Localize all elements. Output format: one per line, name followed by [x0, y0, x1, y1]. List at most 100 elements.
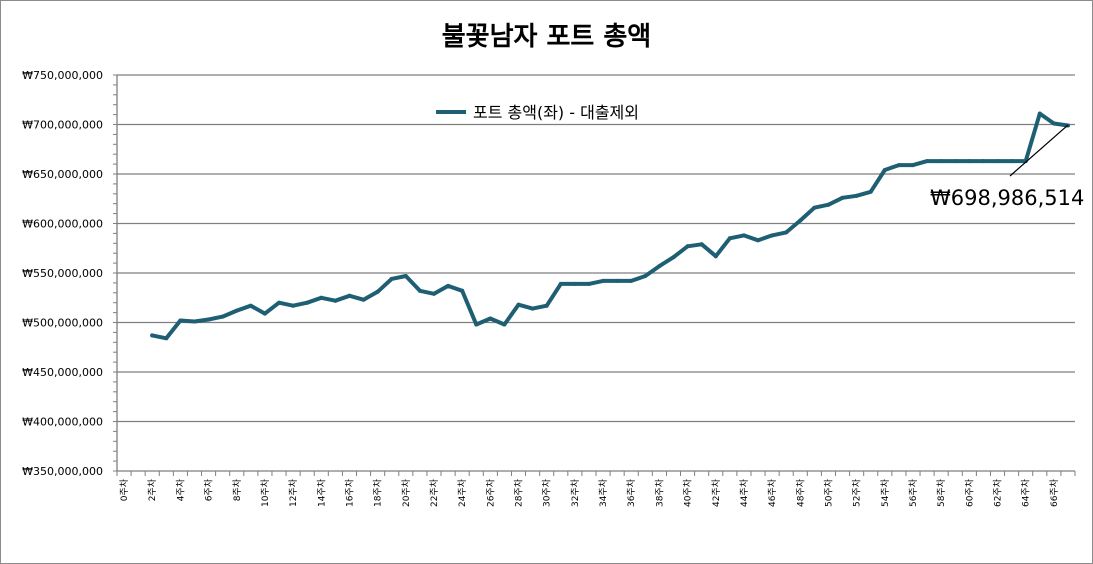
y-tick-label: ₩550,000,000: [22, 267, 103, 280]
series-line: [150, 111, 1070, 341]
data-point: [192, 319, 197, 324]
data-point: [530, 306, 535, 311]
x-tick-label: 4주차: [174, 478, 186, 501]
x-tick-label: 16주차: [343, 478, 355, 507]
x-tick-label: 52주차: [851, 478, 863, 507]
data-point: [417, 288, 422, 293]
data-point: [657, 264, 662, 269]
data-point: [1037, 111, 1042, 116]
data-point: [432, 291, 436, 296]
data-point: [164, 336, 169, 341]
data-point: [882, 168, 887, 172]
data-point: [544, 303, 549, 308]
x-tick-label: 6주차: [203, 478, 215, 501]
data-point: [248, 303, 253, 308]
data-point: [375, 289, 380, 294]
x-tick-label: 24주차: [456, 478, 468, 507]
data-point: [474, 322, 479, 327]
data-point: [685, 244, 690, 249]
data-point: [262, 311, 267, 316]
data-point: [488, 316, 493, 321]
x-tick-label: 0주차: [118, 478, 130, 501]
x-tick-label: 42주차: [710, 478, 722, 507]
data-point: [854, 193, 859, 198]
data-point: [868, 189, 873, 194]
x-axis-tick-labels: 0주차 2주차 4주차 6주차 8주차 10주차 12주차 14주차 16주차 18주차 20주차 2…: [118, 478, 1060, 507]
x-tick-label: 50주차: [822, 478, 834, 507]
x-tick-label: 38주차: [653, 478, 665, 507]
data-point: [446, 283, 451, 288]
data-point: [150, 333, 155, 338]
data-point: [953, 159, 958, 164]
y-tick-label: ₩700,000,000: [22, 119, 103, 132]
data-point: [460, 288, 465, 293]
series-layer: [150, 111, 1070, 341]
data-point: [558, 281, 563, 286]
data-point: [305, 300, 310, 305]
x-tick-label: 62주차: [992, 478, 1004, 507]
x-tick-label: 10주차: [259, 478, 271, 507]
x-tick-label: 36주차: [625, 478, 637, 507]
data-point: [756, 238, 760, 243]
data-point: [699, 242, 704, 247]
x-tick-label: 60주차: [963, 478, 975, 507]
x-tick-label: 26주차: [484, 478, 496, 507]
data-point: [615, 278, 620, 283]
x-tick-label: 20주차: [400, 478, 412, 507]
data-point: [1051, 121, 1056, 126]
data-point: [981, 159, 986, 164]
data-point: [784, 230, 789, 235]
x-tick-label: 58주차: [935, 478, 947, 507]
x-tick-label: 54주차: [879, 478, 891, 507]
callout-value: ₩698,986,514: [930, 186, 1084, 210]
x-tick-label: 34주차: [597, 478, 609, 507]
data-point: [516, 302, 521, 307]
x-tick-label: 2주차: [146, 478, 158, 501]
data-point: [361, 297, 366, 302]
x-tick-label: 44주차: [738, 478, 750, 507]
data-point: [389, 276, 394, 281]
data-point: [572, 281, 577, 286]
x-tick-label: 22주차: [428, 478, 440, 507]
data-point: [939, 159, 944, 164]
data-point: [206, 317, 211, 322]
callout-leader-line: [1009, 124, 1069, 177]
data-point: [629, 278, 634, 283]
x-tick-label: 14주차: [315, 478, 327, 507]
data-point: [995, 159, 1000, 164]
y-tick-label: ₩650,000,000: [22, 168, 103, 181]
x-tick-label: 32주차: [569, 478, 581, 507]
data-point: [798, 218, 803, 223]
data-point: [741, 233, 746, 238]
legend: 포트 총액(좌) - 대출제외: [436, 103, 639, 122]
data-point: [347, 293, 352, 298]
last-value-callout: ₩698,986,514: [930, 124, 1084, 210]
y-axis-tick-labels: ₩350,000,000 ₩400,000,000 ₩450,000,000 ₩500…: [22, 69, 103, 478]
data-point: [1009, 159, 1014, 164]
x-tick-label: 12주차: [287, 478, 299, 507]
data-point: [277, 300, 281, 305]
gridlines: [117, 74, 1075, 472]
data-point: [234, 308, 239, 313]
data-point: [727, 236, 732, 241]
x-tick-label: 46주차: [766, 478, 778, 507]
y-tick-label: ₩500,000,000: [22, 317, 103, 330]
y-tick-label: ₩350,000,000: [22, 465, 103, 478]
legend-label: 포트 총액(좌) - 대출제외: [473, 103, 639, 122]
data-point: [291, 303, 296, 308]
data-point: [601, 278, 605, 283]
y-tick-label: ₩600,000,000: [22, 218, 103, 231]
data-point: [178, 318, 183, 323]
data-point: [333, 298, 338, 303]
y-tick-label: ₩450,000,000: [22, 366, 103, 379]
data-point: [502, 322, 507, 327]
data-point: [643, 274, 648, 278]
x-tick-label: 66주차: [1048, 478, 1060, 507]
x-tick-label: 8주차: [231, 478, 243, 501]
data-point: [671, 255, 676, 260]
data-point: [911, 163, 915, 168]
data-point: [403, 274, 408, 278]
data-point: [770, 233, 775, 238]
data-point: [840, 195, 845, 200]
